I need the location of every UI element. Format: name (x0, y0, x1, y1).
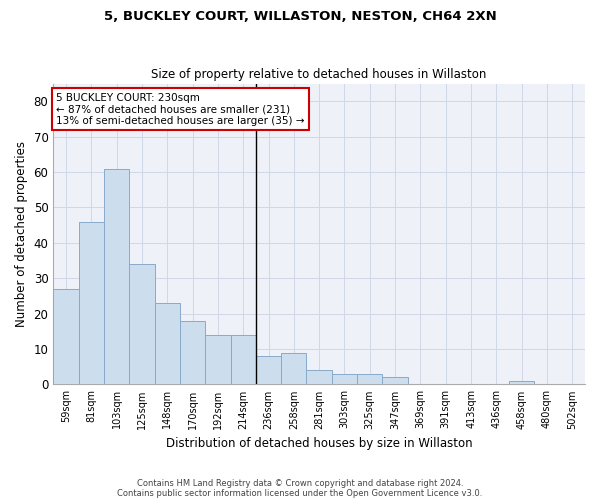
Bar (307, 370, 332, 384)
Text: 5 BUCKLEY COURT: 230sqm
← 87% of detached houses are smaller (231)
13% of semi-d: 5 BUCKLEY COURT: 230sqm ← 87% of detache… (56, 92, 304, 126)
Bar (256, 356, 281, 384)
Text: Contains public sector information licensed under the Open Government Licence v3: Contains public sector information licen… (118, 488, 482, 498)
Bar (155, 303, 180, 384)
Bar (129, 264, 155, 384)
Bar (53, 289, 79, 384)
Text: Contains HM Land Registry data © Crown copyright and database right 2024.: Contains HM Land Registry data © Crown c… (137, 478, 463, 488)
Bar (382, 378, 408, 384)
Bar (180, 320, 205, 384)
Bar (332, 374, 357, 384)
Bar (205, 335, 230, 384)
Bar (104, 168, 129, 384)
Bar (509, 381, 535, 384)
Y-axis label: Number of detached properties: Number of detached properties (15, 141, 28, 327)
Bar (79, 222, 104, 384)
Title: Size of property relative to detached houses in Willaston: Size of property relative to detached ho… (151, 68, 487, 81)
Text: 5, BUCKLEY COURT, WILLASTON, NESTON, CH64 2XN: 5, BUCKLEY COURT, WILLASTON, NESTON, CH6… (104, 10, 496, 23)
Bar (281, 352, 307, 384)
Bar (230, 335, 256, 384)
Bar (357, 374, 382, 384)
X-axis label: Distribution of detached houses by size in Willaston: Distribution of detached houses by size … (166, 437, 472, 450)
